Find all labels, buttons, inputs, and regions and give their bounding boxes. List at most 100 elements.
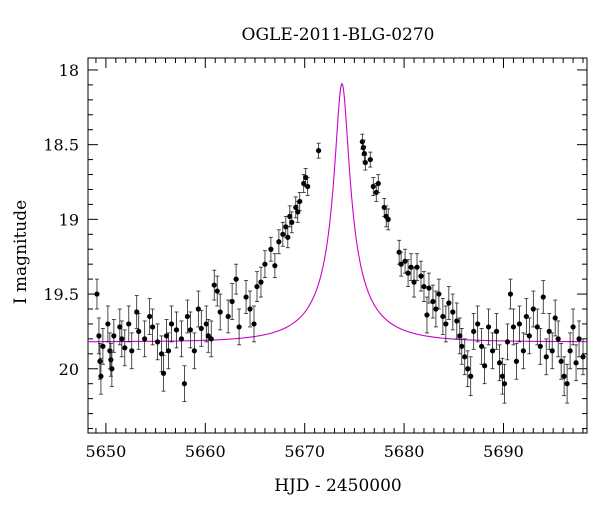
data-marker xyxy=(454,318,460,324)
data-marker xyxy=(564,381,570,387)
data-point xyxy=(510,308,517,346)
data-marker xyxy=(163,333,170,339)
plot-frame xyxy=(87,57,588,434)
data-point xyxy=(191,332,197,370)
data-marker xyxy=(385,216,391,222)
data-marker xyxy=(198,325,204,332)
x-axis-label: HJD - 2450000 xyxy=(274,476,402,496)
data-point xyxy=(496,344,503,382)
data-point xyxy=(122,329,128,367)
data-points-layer xyxy=(94,133,586,404)
data-marker xyxy=(370,183,376,190)
data-point xyxy=(468,356,474,397)
data-point xyxy=(289,211,295,234)
data-point xyxy=(198,310,204,347)
data-marker xyxy=(446,300,452,306)
data-point xyxy=(567,332,573,370)
data-point xyxy=(446,286,452,320)
y-tick-label: 19.5 xyxy=(43,285,79,304)
data-marker xyxy=(117,324,123,330)
data-marker xyxy=(496,360,503,366)
data-point xyxy=(187,311,193,349)
data-point xyxy=(136,313,142,350)
data-point xyxy=(561,356,567,397)
data-point xyxy=(236,308,242,346)
data-marker xyxy=(543,354,549,360)
data-marker xyxy=(567,348,573,354)
data-marker xyxy=(537,343,543,349)
data-marker xyxy=(305,183,311,190)
data-marker xyxy=(549,348,555,354)
data-marker xyxy=(552,315,558,321)
data-point xyxy=(147,298,153,335)
data-marker xyxy=(289,219,295,225)
data-point xyxy=(254,271,260,302)
data-marker xyxy=(421,283,427,290)
data-marker xyxy=(501,381,508,387)
data-point xyxy=(479,328,485,365)
y-tick-label: 18 xyxy=(59,61,79,80)
data-marker xyxy=(418,273,424,279)
data-point xyxy=(243,280,249,314)
data-point xyxy=(119,320,125,358)
data-point xyxy=(549,332,555,370)
data-marker xyxy=(489,348,496,354)
data-point xyxy=(462,338,468,376)
data-point xyxy=(436,278,442,310)
data-point xyxy=(402,248,408,274)
data-marker xyxy=(499,373,506,379)
data-point xyxy=(208,320,214,358)
data-marker xyxy=(98,373,104,379)
data-marker xyxy=(254,283,260,290)
data-marker xyxy=(287,213,293,219)
data-marker xyxy=(367,156,373,163)
data-point xyxy=(280,221,286,247)
data-point xyxy=(534,308,540,346)
data-point xyxy=(247,290,253,328)
data-point xyxy=(530,290,536,328)
data-marker xyxy=(236,324,242,330)
data-marker xyxy=(208,336,214,342)
data-point xyxy=(375,174,381,193)
data-marker xyxy=(262,261,268,267)
data-point xyxy=(418,260,424,292)
data-marker xyxy=(258,279,264,285)
data-marker xyxy=(555,336,561,342)
data-point xyxy=(225,299,231,334)
data-point xyxy=(411,266,417,298)
data-point xyxy=(516,305,523,343)
data-point xyxy=(576,320,582,358)
data-marker xyxy=(293,204,299,211)
data-marker xyxy=(507,291,514,297)
data-marker xyxy=(126,321,132,327)
data-point xyxy=(513,342,520,380)
data-marker xyxy=(510,324,517,330)
data-marker xyxy=(142,336,148,342)
data-point xyxy=(459,328,465,365)
data-marker xyxy=(154,339,161,345)
data-point xyxy=(214,275,220,307)
data-marker xyxy=(108,357,114,363)
data-point xyxy=(485,308,492,346)
data-marker xyxy=(229,298,235,305)
data-marker xyxy=(468,373,474,379)
data-marker xyxy=(97,358,103,364)
data-point xyxy=(293,196,299,219)
data-point xyxy=(268,236,274,262)
data-marker xyxy=(187,327,193,333)
data-point xyxy=(297,192,303,211)
data-marker xyxy=(173,327,180,333)
data-point xyxy=(211,269,217,301)
data-marker xyxy=(580,354,586,360)
data-marker xyxy=(482,363,488,369)
data-point xyxy=(465,350,471,388)
data-marker xyxy=(211,282,217,288)
data-point xyxy=(540,280,546,314)
model-curve-layer xyxy=(88,83,587,343)
data-marker xyxy=(570,324,576,330)
data-point xyxy=(443,305,449,343)
data-marker xyxy=(147,313,153,320)
data-marker xyxy=(203,321,209,327)
data-point xyxy=(501,363,508,404)
